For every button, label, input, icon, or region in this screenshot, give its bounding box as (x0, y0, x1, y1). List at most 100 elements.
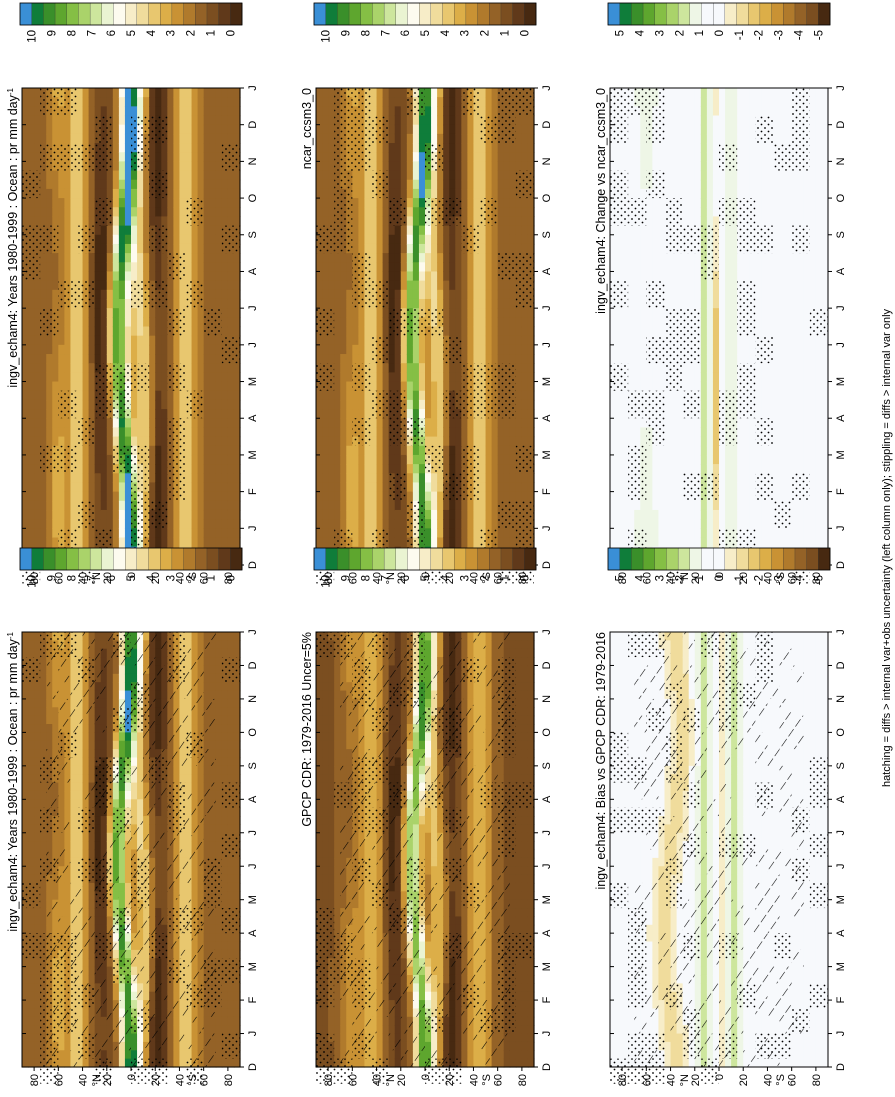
heatmap-cell (167, 335, 174, 346)
heatmap-cell (106, 824, 114, 834)
heatmap-cell (364, 732, 372, 742)
x-tick-label: J (247, 85, 259, 91)
heatmap-cell (167, 207, 174, 218)
heatmap-cell (52, 115, 59, 126)
heatmap-cell (112, 427, 120, 438)
heatmap-cell (112, 790, 120, 800)
heatmap-cell (88, 832, 96, 842)
heatmap-cell (179, 335, 187, 346)
heatmap-cell (173, 390, 181, 401)
heatmap-cell (88, 648, 96, 658)
heatmap-cell (64, 308, 72, 318)
heatmap-cell (221, 280, 229, 291)
heatmap-cell (221, 216, 229, 227)
heatmap-cell (143, 399, 150, 410)
heatmap-cell (215, 262, 223, 273)
heatmap-cell (179, 143, 187, 153)
heatmap-cell (64, 234, 72, 245)
heatmap-cell (100, 234, 108, 245)
hatch-cell (143, 832, 156, 850)
heatmap-cell (52, 133, 59, 144)
heatmap-cell (58, 124, 65, 135)
heatmap-cell (209, 409, 217, 419)
heatmap-cell (203, 665, 211, 675)
heatmap-cell (118, 253, 126, 263)
heatmap-cell (161, 418, 168, 428)
heatmap-cell (28, 782, 35, 792)
heatmap-cell (155, 97, 162, 107)
heatmap-cell (112, 115, 120, 126)
heatmap-cell (118, 170, 126, 181)
heatmap-cell (76, 170, 84, 181)
heatmap-cell (346, 1000, 353, 1010)
heatmap-cell (161, 473, 168, 484)
heatmap-cell (364, 849, 372, 859)
heatmap-cell (197, 509, 205, 520)
heatmap-cell (221, 1008, 229, 1018)
heatmap-cell (70, 857, 78, 867)
heatmap-cell (221, 289, 229, 300)
heatmap-cell (34, 774, 41, 784)
heatmap-cell (233, 216, 241, 227)
heatmap-cell (191, 271, 199, 282)
heatmap-cell (22, 648, 29, 658)
heatmap-cell (215, 372, 223, 383)
x-tick-label: A (247, 795, 259, 803)
heatmap-cell (100, 491, 108, 502)
heatmap-cell (358, 908, 366, 918)
heatmap-cell (124, 271, 132, 282)
heatmap-cell (106, 974, 114, 984)
heatmap-cell (370, 949, 378, 959)
heatmap-cell (88, 317, 96, 328)
heatmap-cell (185, 271, 193, 282)
heatmap-cell (28, 849, 35, 859)
heatmap-cell (82, 958, 90, 968)
heatmap-cell (118, 133, 126, 144)
heatmap-cell (203, 399, 211, 410)
heatmap-cell (209, 436, 217, 447)
hatch-cell (191, 698, 204, 716)
heatmap-cell (191, 500, 199, 511)
heatmap-cell (94, 344, 102, 355)
heatmap-cell (124, 491, 132, 502)
x-tick-label: J (247, 629, 259, 635)
heatmap-cell (316, 807, 323, 817)
heatmap-cell (118, 983, 126, 993)
heatmap-cell (376, 916, 384, 926)
heatmap-cell (64, 482, 72, 493)
heatmap-cell (161, 88, 168, 98)
heatmap-cell (88, 528, 96, 539)
heatmap-cell (28, 958, 35, 968)
heatmap-cell (161, 436, 168, 447)
heatmap-cell (179, 707, 187, 717)
heatmap-cell (400, 1008, 408, 1018)
heatmap-cell (82, 841, 90, 851)
stipple-cell (58, 632, 77, 658)
heatmap-cell (155, 344, 162, 355)
heatmap-cell (185, 891, 193, 901)
heatmap-cell (316, 690, 323, 700)
stipple-cell (94, 757, 113, 783)
heatmap-cell (40, 427, 47, 438)
heatmap-cell (58, 262, 65, 273)
heatmap-cell (227, 1058, 235, 1068)
heatmap-cell (34, 757, 41, 767)
heatmap-cell (118, 991, 126, 1001)
hatch-cell (70, 682, 83, 699)
heatmap-cell (209, 774, 217, 784)
stipple-cell (112, 958, 131, 984)
heatmap-cell (394, 841, 402, 851)
heatmap-cell (64, 427, 72, 438)
heatmap-cell (334, 724, 341, 733)
heatmap-cell (28, 866, 35, 876)
heatmap-cell (34, 866, 41, 876)
heatmap-cell (106, 289, 114, 300)
heatmap-cell (227, 436, 235, 447)
heatmap-cell (221, 816, 229, 826)
heatmap-cell (161, 372, 168, 383)
heatmap-cell (34, 1050, 41, 1060)
heatmap-cell (215, 782, 223, 792)
heatmap-cell (227, 707, 235, 717)
heatmap-cell (34, 500, 41, 511)
heatmap-cell (340, 1025, 347, 1035)
